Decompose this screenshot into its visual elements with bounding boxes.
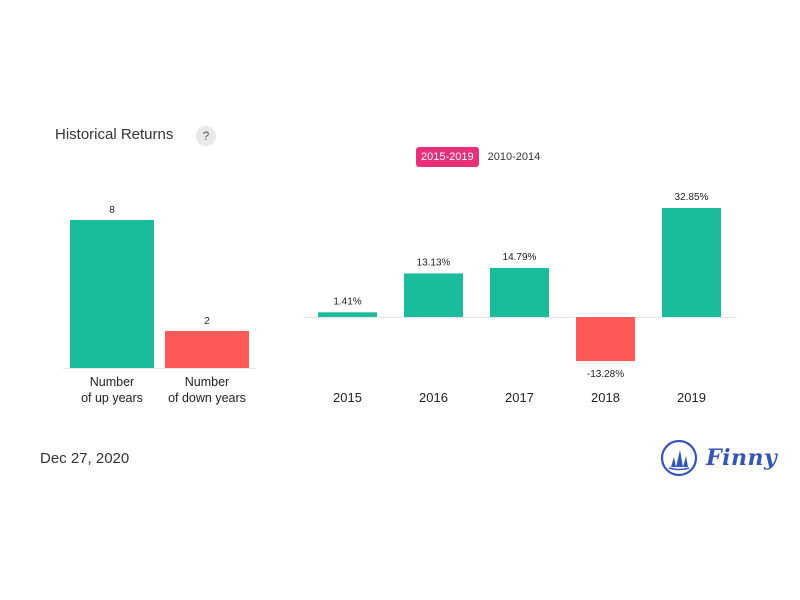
bar bbox=[165, 331, 249, 368]
period-tabs: 2015-2019 2010-2014 bbox=[416, 147, 545, 167]
data-label: -13.28% bbox=[587, 369, 624, 380]
bar bbox=[404, 273, 463, 317]
up-down-years-chart: 8 Number of up years 2 Number of down years bbox=[63, 205, 255, 405]
tab-2010-2014[interactable]: 2010-2014 bbox=[487, 151, 541, 163]
finny-logo: Finny bbox=[660, 438, 777, 478]
bar bbox=[70, 220, 154, 368]
data-label: 14.79% bbox=[503, 252, 537, 263]
category-label: of down years bbox=[168, 391, 246, 405]
tab-2015-2019[interactable]: 2015-2019 bbox=[416, 147, 479, 167]
year-label: 2019 bbox=[677, 390, 706, 405]
category-label: Number bbox=[90, 375, 134, 389]
bar bbox=[318, 312, 377, 317]
year-label: 2015 bbox=[333, 390, 362, 405]
data-label: 32.85% bbox=[675, 192, 709, 203]
year-label: 2016 bbox=[419, 390, 448, 405]
category-label: Number bbox=[185, 375, 229, 389]
data-label: 1.41% bbox=[333, 296, 361, 307]
bar bbox=[576, 317, 635, 362]
category-label: of up years bbox=[81, 391, 143, 405]
data-label: 2 bbox=[204, 316, 210, 327]
bar bbox=[662, 208, 721, 317]
bar bbox=[490, 267, 549, 317]
brand-name: Finny bbox=[706, 445, 778, 471]
sailboat-icon bbox=[660, 439, 698, 477]
annual-returns-chart: 1.41% 2015 13.13% 2016 14.79% 2017 -13.28% 2018… bbox=[305, 192, 735, 405]
year-label: 2018 bbox=[591, 390, 620, 405]
section-title: Historical Returns bbox=[55, 126, 174, 143]
data-label: 8 bbox=[109, 205, 115, 216]
as-of-date: Dec 27, 2020 bbox=[40, 450, 130, 467]
year-label: 2017 bbox=[505, 390, 534, 405]
help-button[interactable]: ? bbox=[196, 126, 216, 146]
data-label: 13.13% bbox=[417, 257, 451, 268]
